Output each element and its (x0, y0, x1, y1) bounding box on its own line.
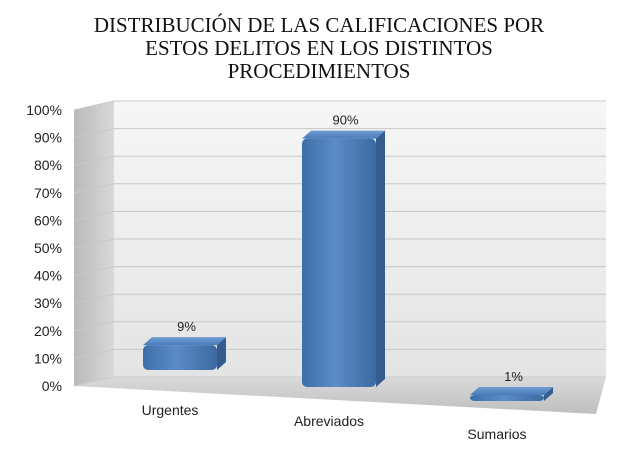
gridline (73, 128, 606, 139)
y-tick-label: 0% (42, 378, 62, 394)
bar-top (302, 130, 385, 139)
bar (302, 130, 385, 387)
bar-top (470, 387, 553, 395)
y-tick-label: 20% (34, 323, 62, 339)
y-tick-label: 30% (34, 295, 62, 311)
chart-title: DISTRIBUCIÓN DE LAS CALIFICACIONES POR E… (93, 13, 545, 83)
data-label: 90% (332, 113, 358, 128)
y-tick-label: 60% (34, 212, 62, 228)
gridline (73, 348, 606, 359)
y-tick-label: 100% (26, 102, 62, 118)
gridline (73, 100, 606, 111)
gridline (73, 155, 606, 166)
gridline (73, 321, 606, 332)
y-tick-label: 90% (34, 130, 62, 146)
bar-front (470, 395, 544, 401)
bar-front (143, 345, 217, 370)
bar (470, 387, 553, 401)
data-label: 1% (504, 369, 523, 384)
bar (143, 337, 226, 370)
data-label: 9% (177, 319, 196, 334)
gridline (73, 266, 606, 277)
y-tick-label: 10% (34, 350, 62, 366)
bar-side (217, 337, 226, 370)
gridline (73, 293, 606, 304)
y-tick-label: 80% (34, 157, 62, 173)
bar-side (544, 387, 553, 401)
floor (74, 377, 606, 414)
category-label: Urgentes (142, 402, 199, 418)
bar-top (143, 337, 226, 346)
y-tick-label: 70% (34, 185, 62, 201)
category-label: Abreviados (294, 413, 364, 429)
gridline (73, 183, 606, 194)
y-tick-label: 40% (34, 268, 62, 284)
gridline (73, 210, 606, 221)
bar-side (376, 130, 385, 387)
category-label: Sumarios (467, 426, 526, 442)
y-tick-label: 50% (34, 240, 62, 256)
bar-front (302, 138, 376, 387)
gridline (73, 238, 606, 249)
